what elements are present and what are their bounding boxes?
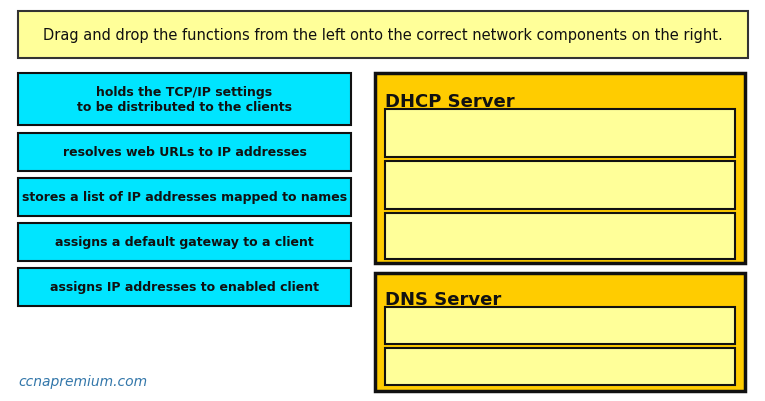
Text: Drag and drop the functions from the left onto the correct network components on: Drag and drop the functions from the lef… [43, 28, 723, 43]
Bar [18, 134, 351, 172]
Bar [375, 74, 745, 263]
Bar [18, 223, 351, 261]
Text: assigns a default gateway to a client: assigns a default gateway to a client [55, 236, 314, 249]
Text: DNS Server: DNS Server [385, 290, 501, 308]
Text: stores a list of IP addresses mapped to names: stores a list of IP addresses mapped to … [22, 191, 347, 204]
Bar [375, 273, 745, 391]
Bar [18, 268, 351, 306]
Text: ccnapremium.com: ccnapremium.com [18, 374, 147, 388]
Bar [18, 74, 351, 126]
Bar [18, 12, 748, 59]
Bar [385, 213, 735, 259]
Text: DHCP Server: DHCP Server [385, 93, 515, 111]
Text: holds the TCP/IP settings
to be distributed to the clients: holds the TCP/IP settings to be distribu… [77, 86, 292, 114]
Text: resolves web URLs to IP addresses: resolves web URLs to IP addresses [63, 146, 307, 159]
Bar [385, 307, 735, 344]
Bar [385, 110, 735, 158]
Text: assigns IP addresses to enabled client: assigns IP addresses to enabled client [50, 281, 319, 294]
Bar [18, 178, 351, 217]
Bar [385, 162, 735, 209]
Bar [385, 348, 735, 385]
